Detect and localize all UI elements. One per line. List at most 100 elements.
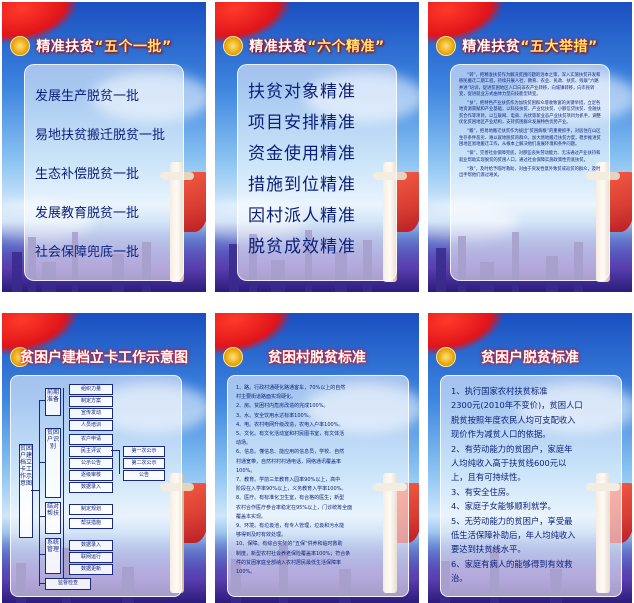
text-line: 够得到及时有效处理。 bbox=[236, 532, 287, 539]
content-panel: 1、路。行政村通硬化路通客车，70%以上的自然 村主要街道路面实现硬化。 2、房… bbox=[227, 375, 409, 597]
text-line: 上，且有可持续性。 bbox=[451, 472, 526, 483]
list-item: 易地扶贫搬迁脱贫一批 bbox=[35, 128, 166, 143]
text-line: 现价作为减贫人口的依据。 bbox=[451, 429, 551, 440]
step-box: 逐级审核 bbox=[69, 470, 113, 481]
step-box: 公示公告 bbox=[69, 458, 113, 469]
stage-box: 结对帮扶 bbox=[45, 502, 61, 534]
village-standard-text: 1、路。行政村通硬化路通客车，70%以上的自然 村主要街道路面实现硬化。 2、房… bbox=[236, 384, 402, 577]
workflow-diagram: 贫困户建档立卡工作示意图 前期准备 贫困户识别 结对帮扶 系统管理 监督检查 组… bbox=[17, 384, 187, 592]
text-line: 治。 bbox=[451, 573, 468, 584]
text-line: 件的贫困家庭全部纳入农村居民最低生活保障率 bbox=[236, 559, 342, 566]
text-line: 6、家庭有病人的能够得到有效救 bbox=[451, 558, 573, 569]
list-item: 资金使用精准 bbox=[248, 144, 356, 164]
poster-title: 精准扶贫“五个一批” bbox=[36, 39, 172, 55]
text-line: 6、信息。懂信息、能应用的信息员，学校、自然 bbox=[236, 449, 345, 456]
list-item: 发展教育脱贫一批 bbox=[35, 206, 140, 221]
list-item: 措施到位精准 bbox=[248, 175, 356, 195]
step-box: 数据更新 bbox=[69, 564, 113, 575]
party-emblem-icon bbox=[436, 36, 456, 56]
party-emblem-icon bbox=[10, 347, 30, 367]
step-box: 宣传发动 bbox=[69, 408, 113, 419]
content-panel: 1、执行国家农村扶贫标准 2300元(2010年不变价)，贫困人口 脱贫按照年度… bbox=[440, 375, 622, 597]
list-item: 因村派人精准 bbox=[248, 206, 356, 226]
step-box: 人员培训 bbox=[69, 420, 113, 431]
text-line: 阶段在入学率90%以上，义务教育入学率100%。 bbox=[236, 486, 347, 493]
text-line: 3、有安全住房。 bbox=[451, 486, 515, 497]
paragraph: “救”，及时给予临时救助，对由于突发性意外致贫或返贫的群众，及时出手帮他们渡过难… bbox=[459, 166, 601, 179]
step-box: 帮扶措施 bbox=[69, 518, 113, 529]
text-line: 农村合作医疗参合率稳定在95%以上，门诊统筹全面 bbox=[236, 504, 353, 511]
poster-archive-diagram: 贫困户建档立卡工作示意图 贫困户建档立卡工作示意图 前期准备 贫困户识别 结对帮… bbox=[2, 313, 206, 603]
step-box: 数据录入 bbox=[69, 540, 113, 551]
stage-box: 贫困户识别 bbox=[45, 428, 61, 498]
paragraph: “保”，完善社会保障兜底，对那些丧失劳动能力、无法通过产业扶持和就业帮助实现脱贫… bbox=[459, 151, 601, 163]
text-line: 脱贫按照年度农民人均可支配收入 bbox=[451, 414, 576, 425]
text-line: 2300元(2010年不变价)，贫困人口 bbox=[451, 400, 583, 411]
step-box: 组织力量 bbox=[69, 384, 113, 395]
text-line: 8、医疗。有标准化卫生室，有合格的医生；新型 bbox=[236, 495, 345, 502]
text-line: 100%。 bbox=[236, 569, 256, 576]
party-emblem-icon bbox=[223, 36, 243, 56]
stage-box: 前期准备 bbox=[45, 388, 61, 416]
step-box: 民主评议 bbox=[69, 446, 113, 457]
party-emblem-icon bbox=[10, 36, 30, 56]
household-standard-text: 1、执行国家农村扶贫标准 2300元(2010年不变价)，贫困人口 脱贫按照年度… bbox=[451, 384, 615, 586]
text-line: 100%。 bbox=[236, 467, 256, 474]
poster-title: 贫困户脱贫标准 bbox=[481, 350, 579, 366]
party-emblem-icon bbox=[436, 347, 456, 367]
content-panel: 扶贫对象精准 项目安排精准 资金使用精准 措施到位精准 因村派人精准 脱贫成效精… bbox=[237, 64, 397, 281]
content-panel: “转”，把精准扶贫作为解决贫困问题的治本之策，深入实施扶贫开发和移民搬迁二期工程… bbox=[450, 64, 610, 281]
text-line: 制度，新型农村社会养老保险覆盖率100%；符合条 bbox=[236, 550, 351, 557]
text-line: 覆盖本实现。 bbox=[236, 513, 267, 520]
text-line: 村通宽带，自然村村村通电话，网络通讯覆盖率 bbox=[236, 458, 342, 465]
batch-list: 发展生产脱贫一批 易地扶贫搬迁脱贫一批 生态补偿脱贫一批 发展教育脱贫一批 社会… bbox=[35, 85, 177, 280]
list-item: 脱贫成效精准 bbox=[248, 237, 356, 257]
step-box: 农户申请 bbox=[69, 434, 113, 445]
poster-household-standard: 贫困户脱贫标准 1、执行国家农村扶贫标准 2300元(2010年不变价)，贫困人… bbox=[428, 313, 632, 603]
poster-title: 精准扶贫“五大举措” bbox=[462, 39, 598, 55]
poster-title: 贫困户建档立卡工作示意图 bbox=[20, 350, 188, 366]
text-line: 动场。 bbox=[236, 440, 252, 447]
list-item: 扶贫对象精准 bbox=[248, 82, 356, 102]
text-line: 4、电。农村电网升级改造，农电入户率100%。 bbox=[236, 421, 344, 428]
text-line: 1、路。行政村通硬化路通客车，70%以上的自然 bbox=[236, 385, 346, 391]
poster-title: 精准扶贫“六个精准” bbox=[249, 39, 385, 55]
text-line: 4、家庭子女能够顺利就学。 bbox=[451, 501, 556, 512]
stage-box: 系统管理 bbox=[45, 538, 61, 574]
paragraph: “扶”，把特色产业扶贫作为加快贫困群众增收致富的关键举措，立足各地资源禀赋和产业… bbox=[459, 101, 601, 126]
paragraph: “转”，把精准扶贫作为解决贫困问题的治本之策，深入实施扶贫开发和移民搬迁二期工程… bbox=[459, 73, 601, 97]
content-panel: 发展生产脱贫一批 易地扶贫搬迁脱贫一批 生态补偿脱贫一批 发展教育脱贫一批 社会… bbox=[24, 64, 184, 281]
measures-text: “转”，把精准扶贫作为解决贫困问题的治本之策，深入实施扶贫开发和移民搬迁二期工程… bbox=[459, 73, 601, 182]
precision-list: 扶贫对象精准 项目安排精准 资金使用精准 措施到位精准 因村派人精准 脱贫成效精… bbox=[248, 77, 390, 263]
poster-six-precisions: 精准扶贫“六个精准” 扶贫对象精准 项目安排精准 资金使用精准 措施到位精准 因… bbox=[215, 2, 419, 292]
step-box: 数据录入 bbox=[69, 482, 113, 493]
text-line: 低生活保障补助后，年人均纯收入 bbox=[451, 530, 576, 541]
side-box: 公告 bbox=[123, 470, 165, 481]
poster-village-standard: 贫困村脱贫标准 1、路。行政村通硬化路通客车，70%以上的自然 村主要街道路面实… bbox=[215, 313, 419, 603]
step-box: 制定规划 bbox=[69, 504, 113, 515]
text-line: 1、执行国家农村扶贫标准 bbox=[451, 386, 548, 396]
stage-box: 监督检查 bbox=[45, 578, 91, 590]
text-line: 人均纯收入高于扶贫线600元以 bbox=[451, 458, 567, 469]
text-line: 2、房。贫困村内危房改造的完成100%。 bbox=[236, 403, 329, 410]
text-line: 5、文化。有文化活动室和村民图书室，有文体活 bbox=[236, 431, 345, 438]
paragraph: “搬”，把易地搬迁扶贫作为拔出“贫困病根”的重要抓手，对居住在山区生存条件恶劣、… bbox=[459, 129, 601, 147]
poster-five-measures: 精准扶贫“五大举措” “转”，把精准扶贫作为解决贫困问题的治本之策，深入实施扶贫… bbox=[428, 2, 632, 292]
text-line: 2、有劳动能力的贫困户，家庭年 bbox=[451, 443, 573, 454]
poster-title: 贫困村脱贫标准 bbox=[268, 350, 366, 366]
poster-five-batches: 精准扶贫“五个一批” 发展生产脱贫一批 易地扶贫搬迁脱贫一批 生态补偿脱贫一批 … bbox=[2, 2, 206, 292]
text-line: 7、教育。学前三年教育入园率90%以上，高中 bbox=[236, 477, 341, 484]
party-emblem-icon bbox=[223, 347, 243, 367]
text-line: 要达到扶贫线水平。 bbox=[451, 544, 526, 555]
text-line: 9、环境。有垃圾池，有专人管理，垃圾和污水能 bbox=[236, 523, 345, 530]
text-line: 村主要街道路面实现硬化。 bbox=[236, 394, 297, 401]
list-item: 发展生产脱贫一批 bbox=[35, 89, 140, 104]
step-box: 制定方案 bbox=[69, 396, 113, 407]
side-box: 第二次公示 bbox=[123, 458, 165, 469]
text-line: 3、水。安全饮用水达标率100%。 bbox=[236, 412, 314, 419]
content-panel: 贫困户建档立卡工作示意图 前期准备 贫困户识别 结对帮扶 系统管理 监督检查 组… bbox=[10, 375, 182, 597]
list-item: 社会保障兜底一批 bbox=[35, 245, 140, 260]
list-item: 生态补偿脱贫一批 bbox=[35, 167, 140, 182]
text-line: 10、保障。有综合实际的“五保”供养和临时救助 bbox=[236, 541, 343, 548]
text-line: 5、无劳动能力的贫困户，享受最 bbox=[451, 515, 573, 526]
